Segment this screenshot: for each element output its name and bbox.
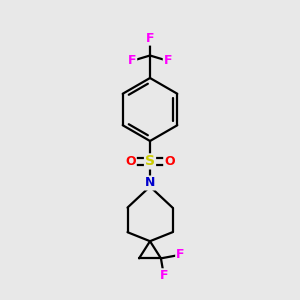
- Text: F: F: [146, 32, 154, 45]
- Text: F: F: [176, 248, 185, 261]
- Text: S: S: [145, 154, 155, 168]
- Text: N: N: [145, 176, 155, 190]
- Text: F: F: [164, 54, 172, 68]
- Text: F: F: [128, 54, 136, 68]
- Text: O: O: [164, 155, 175, 168]
- Text: F: F: [160, 269, 168, 282]
- Text: O: O: [125, 155, 136, 168]
